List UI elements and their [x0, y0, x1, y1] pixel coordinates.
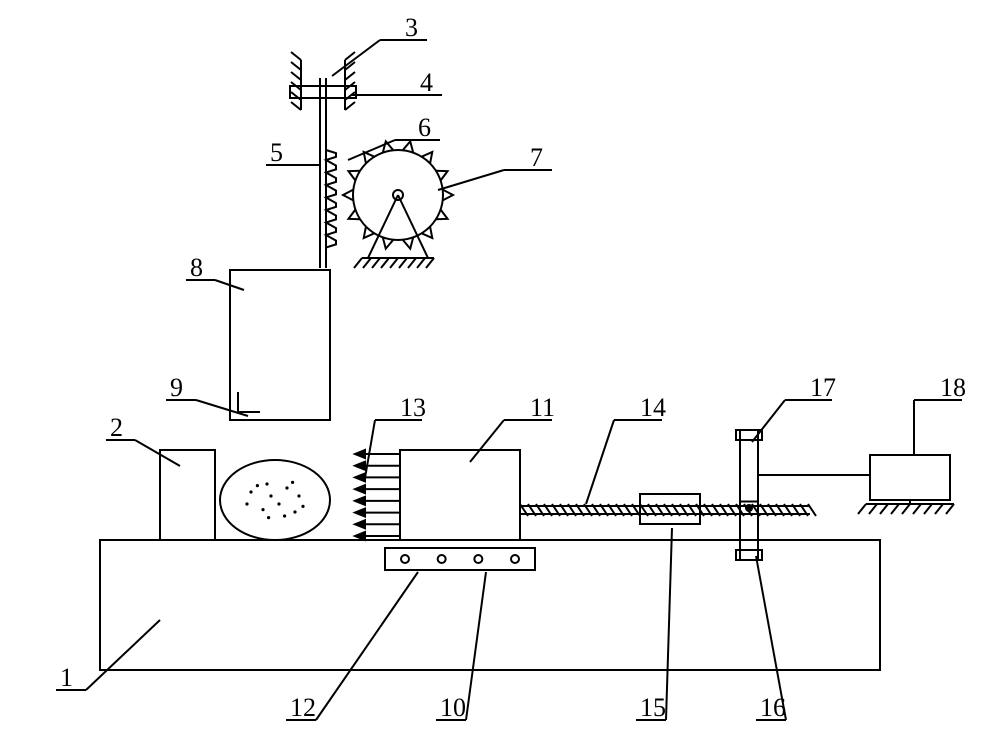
label-n13: 13 — [400, 393, 426, 422]
label-n16: 16 — [760, 693, 786, 722]
label-n4: 4 — [420, 68, 433, 97]
label-n8: 8 — [190, 253, 203, 282]
label-n14: 14 — [640, 393, 666, 422]
label-n17: 17 — [810, 373, 836, 402]
label-n12: 12 — [290, 693, 316, 722]
label-n15: 15 — [640, 693, 666, 722]
label-n7: 7 — [530, 143, 543, 172]
label-n5: 5 — [270, 138, 283, 167]
label-n11: 11 — [530, 393, 555, 422]
label-n6: 6 — [418, 113, 431, 142]
label-n2: 2 — [110, 413, 123, 442]
label-n18: 18 — [940, 373, 966, 402]
label-n10: 10 — [440, 693, 466, 722]
diagram-canvas: 34 5 6 7 8 9 2 1 12 10 15 16 13 11 14 17 18 — [0, 0, 1000, 752]
label-n3: 3 — [405, 13, 418, 42]
label-n9: 9 — [170, 373, 183, 402]
label-n1: 1 — [60, 663, 73, 692]
